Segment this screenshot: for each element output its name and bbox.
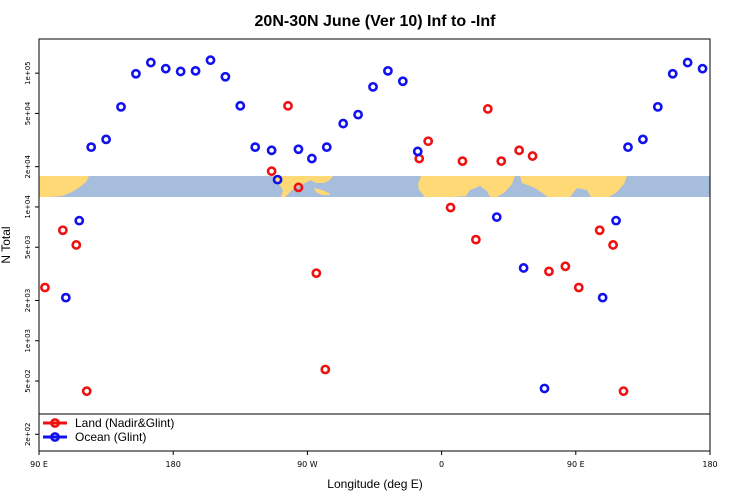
land-point <box>293 182 304 193</box>
ocean-point <box>86 142 97 153</box>
land-point <box>527 151 538 161</box>
land-point <box>514 145 525 156</box>
ocean-point <box>293 144 304 155</box>
land-point <box>608 240 618 250</box>
y-tick-label: 2e+02 <box>24 423 32 447</box>
x-tick-label: 180 <box>166 460 181 469</box>
land-point <box>320 364 331 375</box>
land-point <box>496 156 507 167</box>
ocean-point <box>611 215 621 226</box>
y-axis-label: N Total <box>0 226 13 263</box>
ocean-point <box>160 63 171 74</box>
data-points <box>39 55 708 443</box>
ocean-point <box>60 292 71 303</box>
y-tick-label: 2e+04 <box>24 154 32 178</box>
ocean-point <box>266 145 277 156</box>
land-point <box>423 136 434 147</box>
ocean-point <box>697 63 708 74</box>
map-land-asia-east <box>39 176 89 197</box>
land-point <box>71 240 82 250</box>
ocean-point <box>190 65 201 76</box>
ocean-point <box>235 100 246 111</box>
land-point <box>470 234 481 245</box>
ocean-point <box>220 71 231 82</box>
land-point <box>457 156 468 167</box>
legend-marker-ocean <box>50 432 60 442</box>
ocean-point <box>491 212 502 222</box>
x-tick-label: 0 <box>439 460 444 469</box>
ocean-point <box>116 101 126 112</box>
land-point <box>544 266 554 277</box>
ocean-point <box>539 383 550 394</box>
ocean-point <box>338 118 349 129</box>
y-tick-label: 1e+03 <box>24 329 32 353</box>
x-tick-label: 90 E <box>567 460 585 469</box>
y-tick-label: 5e+04 <box>24 101 32 125</box>
x-axis-label: Longitude (deg E) <box>327 477 422 491</box>
ocean-point <box>131 68 141 79</box>
y-tick-label: 2e+03 <box>24 289 32 313</box>
ocean-point <box>101 134 111 145</box>
ocean-point <box>272 174 283 185</box>
ocean-point <box>353 109 363 120</box>
land-point <box>283 100 293 111</box>
series-land <box>40 100 629 443</box>
land-point <box>311 268 322 279</box>
map-land-gulf-coast <box>305 176 333 183</box>
ocean-point <box>145 57 156 68</box>
ocean-point <box>518 263 529 273</box>
x-axis: 90 E 180 90 W 0 90 E 180 <box>30 451 718 469</box>
land-point <box>594 225 605 236</box>
ocean-point <box>306 153 317 164</box>
ocean-point <box>383 65 393 76</box>
y-tick-label: 5e+02 <box>24 369 32 393</box>
ocean-point <box>321 142 332 153</box>
ocean-point <box>667 68 678 79</box>
legend-label-ocean: Ocean (Glint) <box>75 430 146 444</box>
ocean-point <box>638 134 648 145</box>
x-tick-label: 90 E <box>30 460 48 469</box>
ocean-point <box>74 215 85 226</box>
land-point <box>482 104 493 114</box>
y-tick-label: 1e+04 <box>24 195 32 219</box>
ocean-point <box>205 55 216 66</box>
land-point <box>618 386 629 397</box>
legend-label-land: Land (Nadir&Glint) <box>75 416 174 430</box>
land-point <box>40 282 50 293</box>
map-land-asia-south <box>520 176 627 197</box>
land-point <box>266 166 277 177</box>
ocean-point <box>397 76 408 87</box>
legend-marker-land <box>50 418 60 428</box>
ocean-point <box>175 66 186 77</box>
map-land-mexico <box>272 176 314 197</box>
land-point <box>573 282 584 293</box>
map-land-cuba <box>314 188 330 195</box>
ocean-point <box>412 146 423 157</box>
x-tick-label: 90 W <box>297 460 318 469</box>
series-ocean <box>39 55 708 432</box>
y-axis: 2e+02 5e+02 1e+03 2e+03 5e+03 1e+04 2e+04 5e+04… <box>24 61 39 446</box>
x-tick-label: 180 <box>702 460 717 469</box>
ocean-point <box>652 101 663 112</box>
ocean-point <box>682 57 693 68</box>
land-point <box>445 202 456 213</box>
y-tick-label: 5e+03 <box>24 235 32 259</box>
y-tick-label: 1e+05 <box>24 61 32 85</box>
land-point <box>57 225 68 236</box>
ocean-point <box>250 142 261 153</box>
world-map-strip <box>39 176 710 197</box>
ocean-point <box>368 81 378 92</box>
legend-box <box>38 413 711 452</box>
chart-title: 20N-30N June (Ver 10) Inf to -Inf <box>255 13 497 30</box>
ocean-point <box>597 292 608 303</box>
land-point <box>81 386 92 397</box>
ocean-point <box>623 142 633 153</box>
land-point <box>560 261 571 272</box>
map-land-africa-arabia <box>418 176 515 197</box>
legend: Land (Nadir&Glint) Ocean (Glint) <box>38 413 711 452</box>
